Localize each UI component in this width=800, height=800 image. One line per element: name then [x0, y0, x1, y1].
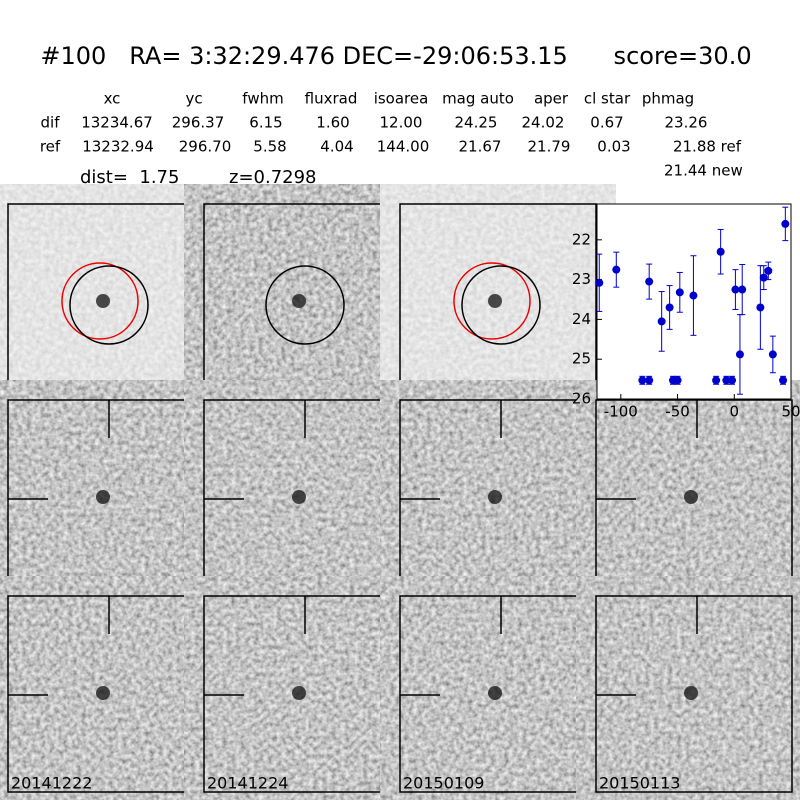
data-point: [731, 285, 740, 294]
x-tick-label: -100: [604, 403, 638, 421]
aperture-circle: [461, 265, 541, 345]
source-blob: [684, 686, 698, 700]
source-blob: [292, 686, 306, 700]
table-cell: 5.58: [253, 138, 286, 156]
data-point: [759, 273, 768, 282]
column-header: aper: [534, 90, 569, 108]
source-blob: [96, 294, 110, 308]
table-cell: 12.00: [380, 114, 423, 132]
table-cell: dif: [41, 114, 61, 132]
data-point: [638, 376, 647, 385]
table-cell: 4.04: [320, 138, 353, 156]
column-header: xc: [104, 90, 121, 108]
source-blob: [96, 490, 110, 504]
table-cell: 296.37: [172, 114, 225, 132]
redshift: z=0.7298: [229, 167, 317, 188]
stamp-label: 20150113: [599, 774, 680, 793]
column-header: mag auto: [442, 90, 514, 108]
stamp-border: [595, 595, 793, 793]
table-cell: 13234.67: [81, 114, 153, 132]
table-cell: 21.88 ref: [673, 138, 742, 156]
column-header: isoarea: [374, 90, 429, 108]
x-tick-label: 0: [730, 403, 740, 421]
y-tick-label: 22: [572, 230, 591, 248]
source-blob: [96, 686, 110, 700]
data-point: [722, 376, 731, 385]
table-cell: 21.67: [459, 138, 502, 156]
table-cell: 24.25: [455, 114, 498, 132]
table-cell: 21.79: [528, 138, 571, 156]
source-blob: [488, 490, 502, 504]
stamp-label: 20150109: [403, 774, 484, 793]
x-tick-label: -50: [665, 403, 690, 421]
y-tick-label: 24: [572, 310, 591, 328]
stamp-label: 20141218: [599, 578, 680, 597]
dist: dist= 1.75: [80, 167, 179, 188]
data-point: [689, 291, 698, 300]
source-blob: [292, 294, 306, 308]
source-blob: [292, 490, 306, 504]
aperture-circle: [69, 265, 149, 345]
data-point: [738, 285, 747, 294]
data-point: [764, 266, 773, 275]
stamp-label: -20131010: [207, 382, 294, 401]
table-cell: 0.03: [597, 138, 630, 156]
y-tick-label: 26: [572, 390, 591, 408]
x-tick-label: 50: [781, 403, 800, 421]
data-point: [781, 219, 790, 228]
stamp-label: 20141224: [207, 774, 288, 793]
data-point: [675, 288, 684, 297]
data-point: [728, 376, 737, 385]
data-point: [673, 376, 682, 385]
table-cell: 6.15: [249, 114, 282, 132]
source-blob: [488, 294, 502, 308]
data-point: [612, 265, 621, 274]
column-header: yc: [185, 90, 202, 108]
table-cell: 23.26: [665, 114, 708, 132]
ref-circle: [453, 262, 531, 340]
column-header: fwhm: [242, 90, 283, 108]
data-point: [768, 350, 777, 359]
y-tick-label: 23: [572, 270, 591, 288]
source-blob: [684, 490, 698, 504]
data-point: [665, 303, 674, 312]
table-cell: 24.02: [522, 114, 565, 132]
new-mag: 21.44 new: [664, 162, 743, 180]
data-point: [595, 278, 604, 287]
data-point: [735, 350, 744, 359]
data-point: [712, 376, 721, 385]
column-header: fluxrad: [305, 90, 358, 108]
title: #100 RA= 3:32:29.476 DEC=-29:06:53.15 sc…: [40, 42, 751, 70]
data-point: [756, 303, 765, 312]
stamp-label: 20141211: [11, 578, 92, 597]
y-tick-label: 25: [572, 350, 591, 368]
table-cell: 1.60: [316, 114, 349, 132]
data-point: [716, 247, 725, 256]
table-cell: 296.70: [179, 138, 232, 156]
column-header: phmag: [642, 90, 694, 108]
ref-circle: [61, 262, 139, 340]
table-cell: 0.67: [590, 114, 623, 132]
table-cell: 144.00: [377, 138, 430, 156]
data-point: [779, 376, 788, 385]
table-cell: ref: [40, 138, 61, 156]
column-header: cl star: [584, 90, 631, 108]
stamp-label: 20141218: [11, 382, 92, 401]
source-blob: [488, 686, 502, 700]
stamp-label: 20141216: [403, 578, 484, 597]
stamp-label: R20131010: [403, 382, 496, 401]
data-point: [645, 277, 654, 286]
data-point: [645, 376, 654, 385]
table-cell: 13232.94: [82, 138, 154, 156]
aperture-circle: [265, 265, 345, 345]
plot-area: [596, 203, 792, 400]
stamp-label: 20141213: [207, 578, 288, 597]
data-point: [657, 317, 666, 326]
stamp-label: 20141222: [11, 774, 92, 793]
